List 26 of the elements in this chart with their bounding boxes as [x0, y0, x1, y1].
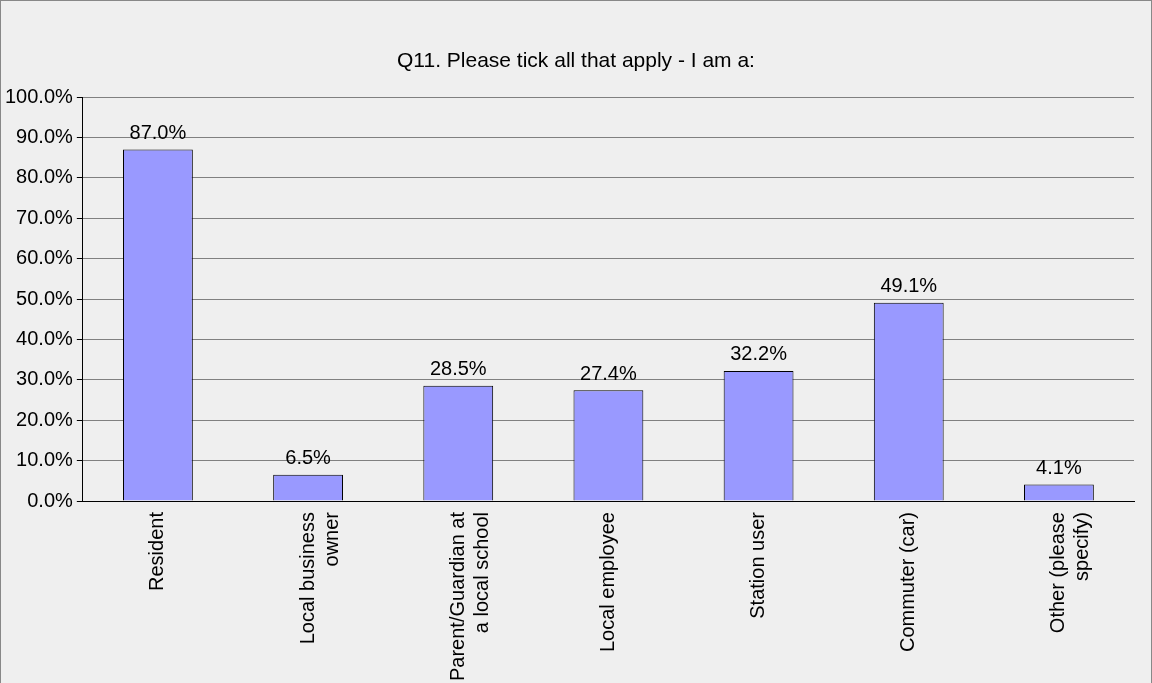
y-tick-label: 70.0% [16, 205, 74, 228]
x-tick-label: Local business owner [295, 511, 342, 645]
data-label: 49.1% [880, 274, 938, 297]
x-tick-label: Station user [746, 511, 769, 619]
y-tick-label: 40.0% [16, 326, 74, 349]
data-label: 4.1% [1036, 455, 1082, 478]
y-tick-label: 20.0% [16, 407, 74, 430]
y-tick-label: 60.0% [16, 246, 74, 269]
y-tick-label: 30.0% [16, 367, 74, 390]
data-label: 28.5% [429, 357, 487, 380]
chart-title: Q11. Please tick all that apply - I am a: [396, 48, 756, 72]
y-tick-label: 100.0% [4, 84, 74, 107]
y-tick-label: 50.0% [16, 286, 74, 309]
data-label: 87.0% [129, 121, 187, 144]
y-tick-label: 80.0% [16, 165, 74, 188]
y-tick-label: 90.0% [16, 124, 74, 147]
x-tick-label: Resident [145, 511, 168, 591]
data-label: 27.4% [580, 361, 637, 384]
data-label: 32.2% [730, 342, 788, 365]
x-tick-label: Parent/Guardian at a local school [445, 511, 492, 682]
y-tick-label: 10.0% [16, 448, 74, 471]
x-tick-label: Local employee [595, 512, 618, 653]
y-tick-label: 0.0% [27, 488, 74, 511]
x-tick-label: Commuter (car) [896, 512, 919, 653]
x-tick-label: Other (please specify) [1046, 512, 1093, 634]
data-label: 6.5% [285, 446, 332, 469]
